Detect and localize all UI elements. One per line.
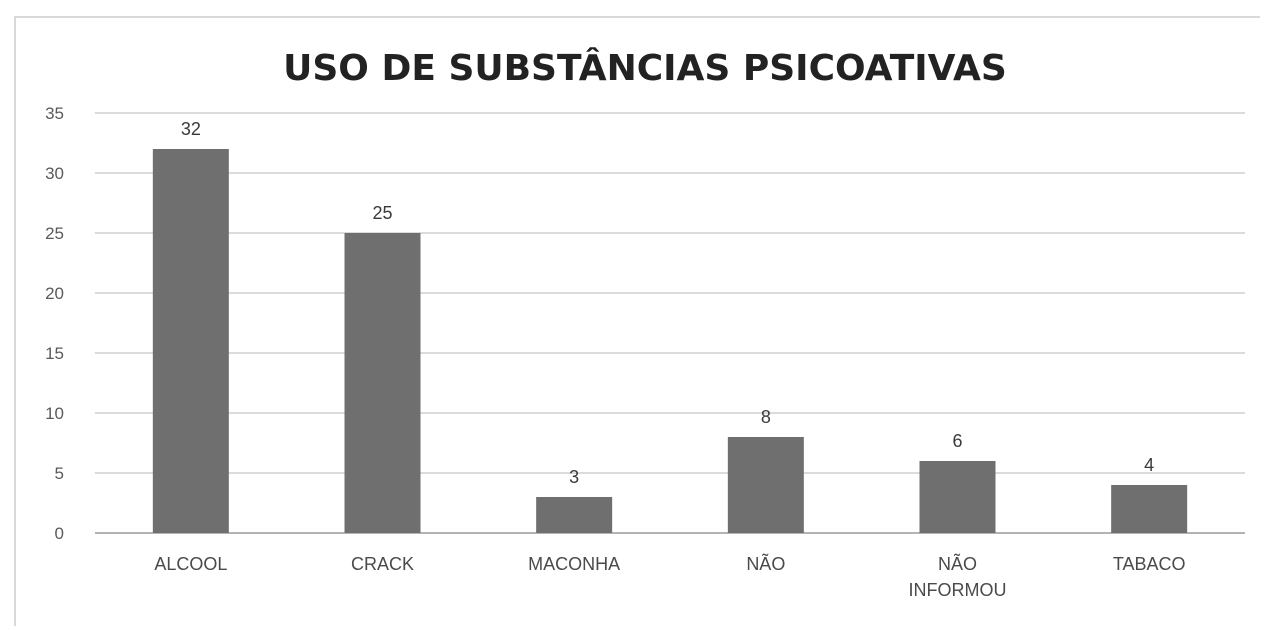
data-label: 4 — [1144, 455, 1154, 475]
chart-frame — [14, 16, 1260, 626]
gridlines — [95, 112, 1245, 474]
x-tick-label: ALCOOL — [154, 554, 227, 574]
data-label: 25 — [372, 203, 392, 223]
x-axis-labels: ALCOOL CRACK MACONHA NÃO NÃO INFORMOU TABACO — [154, 553, 1185, 600]
y-axis-ticks: 0 5 10 15 20 25 30 35 — [45, 104, 64, 543]
data-label: 6 — [952, 431, 962, 451]
bar — [919, 461, 996, 533]
x-tick-label: INFORMOU — [909, 580, 1007, 600]
data-label: 32 — [181, 119, 201, 139]
bar — [152, 149, 229, 533]
data-label: 8 — [761, 407, 771, 427]
y-tick-label: 15 — [45, 344, 64, 363]
x-tick-label: CRACK — [351, 554, 414, 574]
data-label: 3 — [569, 467, 579, 487]
x-tick-label: TABACO — [1113, 554, 1186, 574]
bar — [727, 437, 804, 533]
y-tick-label: 20 — [45, 284, 64, 303]
x-tick-label: NÃO — [746, 553, 785, 574]
y-tick-label: 30 — [45, 164, 64, 183]
y-tick-label: 10 — [45, 404, 64, 423]
y-tick-label: 35 — [45, 104, 64, 123]
bar — [344, 233, 421, 533]
chart-title: USO DE SUBSTÂNCIAS PSICOATIVAS — [283, 47, 1007, 89]
x-tick-label: MACONHA — [528, 554, 620, 574]
x-tick-label: NÃO — [938, 553, 977, 574]
bar — [536, 497, 613, 533]
bars: 32 25 3 8 6 4 — [152, 119, 1188, 533]
y-tick-label: 5 — [55, 464, 64, 483]
bar — [1111, 485, 1188, 533]
y-tick-label: 25 — [45, 224, 64, 243]
y-tick-label: 0 — [55, 524, 64, 543]
